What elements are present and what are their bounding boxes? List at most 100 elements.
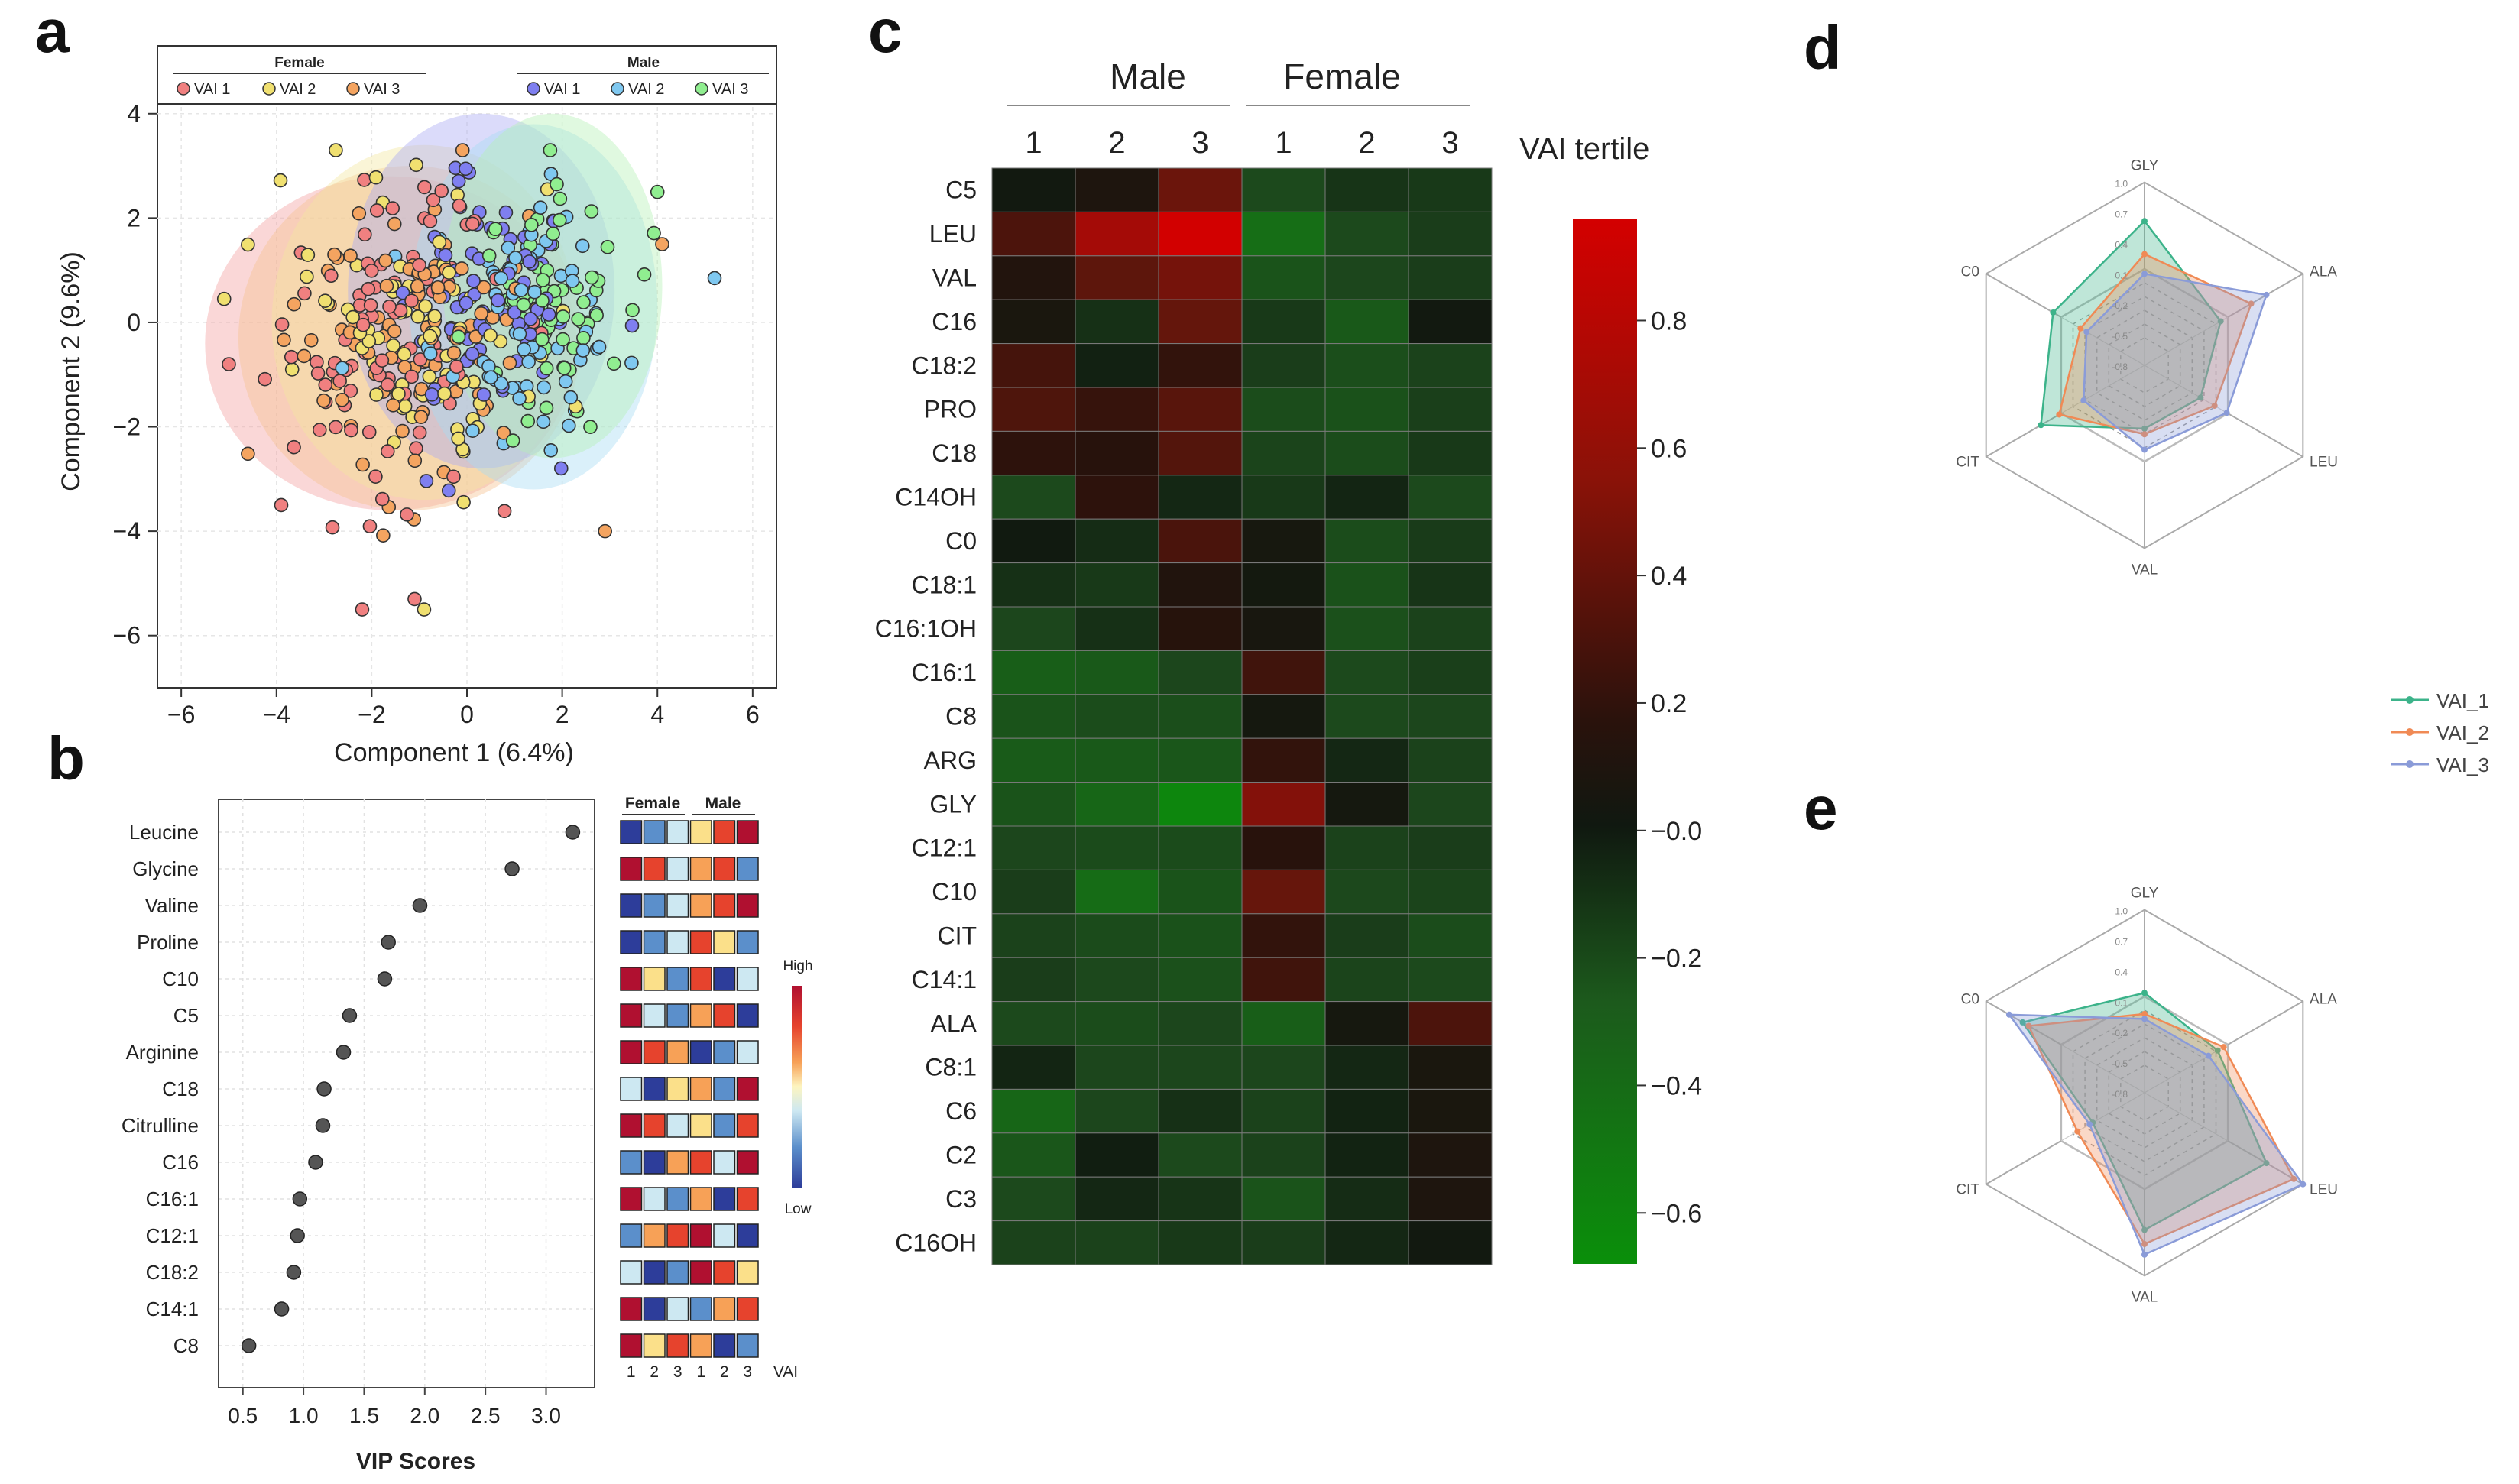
e-radar-outer-frame	[1985, 909, 2304, 1277]
b-heat-cell-1-6	[736, 820, 759, 844]
panel-b-x-ticks: 0.5 1.0 1.5 2.0 2.5 3.0	[228, 1388, 561, 1427]
sample-point-70	[361, 425, 377, 439]
sample-point-416	[391, 387, 406, 401]
legend-vai-1-label: VAI_1	[2436, 689, 2489, 712]
panel-a-legend-items: VAI 1 VAI 2 VAI 3 VAI 1 VAI 2 VAI 3	[177, 81, 748, 98]
b-heat-cell-8-5	[713, 1077, 736, 1101]
c-cell-C0-2	[1075, 518, 1159, 564]
b-heat-cell-15-4	[689, 1333, 712, 1358]
c-cell-C16-2	[1075, 299, 1159, 345]
c-cell-C16OH-3	[1158, 1220, 1243, 1265]
c-cell-CIT-6	[1408, 913, 1493, 958]
b-heat-cell-13-3	[666, 1260, 689, 1285]
a-xtick-label-2: −2	[358, 701, 385, 728]
sample-point-438	[378, 253, 393, 268]
d-radar-axis-label-LEU: LEU	[2310, 455, 2338, 471]
sample-point-486	[556, 361, 572, 376]
sample-point-431	[404, 369, 419, 384]
c-cell-C12:1-4	[1241, 825, 1326, 870]
c-cell-C16:1-4	[1241, 650, 1326, 695]
sample-point-143	[558, 374, 573, 389]
c-row-label-16: C12:1	[912, 834, 977, 862]
sample-point-455	[562, 418, 576, 433]
vip-dot-15	[241, 1338, 257, 1353]
c-cell-C8:1-5	[1324, 1045, 1409, 1090]
vip-feature-label-5: C10	[162, 967, 199, 990]
e-radar-point-VAI_2-VAL	[2141, 1240, 2148, 1247]
d-radar-point-VAI_2-CIT	[2056, 411, 2063, 418]
b-heat-cell-6-2	[643, 1003, 666, 1028]
b-col-label-4: 1	[696, 1363, 705, 1381]
vip-dot-8	[316, 1081, 332, 1097]
a-ytick-label-5: 4	[127, 100, 141, 128]
outlier-point-4	[355, 602, 370, 617]
b-heat-cell-13-2	[643, 1260, 666, 1285]
c-cell-C14:1-1	[991, 957, 1076, 1003]
sample-point-481	[524, 217, 539, 232]
e-radar-point-VAI_3-VAL	[2141, 1251, 2148, 1258]
b-heat-cell-9-3	[666, 1113, 689, 1138]
sample-point-488	[410, 279, 425, 294]
e-radar-point-VAI_2-C0	[2025, 1022, 2032, 1029]
sample-point-320	[387, 216, 402, 232]
b-heat-cell-3-1	[620, 893, 643, 918]
c-cell-C16OH-2	[1075, 1220, 1159, 1265]
sample-point-432	[430, 280, 446, 295]
b-heat-cell-14-6	[736, 1297, 759, 1321]
c-cell-C16-1	[991, 299, 1076, 345]
b-col-label-5: 2	[720, 1363, 729, 1381]
sample-point-312	[386, 398, 400, 413]
e-radar-point-VAI_3-ALA	[2205, 1052, 2212, 1059]
b-heat-cell-15-2	[643, 1333, 666, 1358]
sample-point-329	[465, 423, 480, 438]
c-cell-C0-3	[1158, 518, 1243, 564]
b-col-label-1: 1	[627, 1363, 636, 1381]
c-cell-VAL-4	[1241, 255, 1326, 300]
c-row-label-22: C6	[945, 1097, 977, 1125]
b-heat-cell-3-5	[713, 893, 736, 918]
sample-point-264	[496, 426, 511, 440]
sample-point-493	[355, 317, 371, 332]
panel-letter-e: e	[1804, 774, 1838, 842]
c-cell-C18:1-2	[1075, 562, 1159, 608]
c-cb-label-3: 0.2	[1651, 689, 1687, 718]
c-row-label-12: C16:1	[912, 659, 977, 686]
c-col-label-3: 3	[1191, 126, 1208, 160]
c-cell-C16OH-6	[1408, 1220, 1493, 1265]
b-col-label-3: 3	[673, 1363, 682, 1381]
b-xtick-label-1: 1.0	[289, 1404, 319, 1427]
c-cell-C16:1OH-6	[1408, 606, 1493, 651]
sample-point-482	[380, 444, 395, 458]
panel-c-colorbar	[1573, 219, 1637, 1264]
c-row-label-4: C16	[932, 308, 977, 335]
outlier-point-3	[274, 497, 289, 513]
sample-point-390	[352, 206, 367, 221]
sample-point-342	[332, 374, 347, 388]
e-radar-ring-label-2: -0.2	[2112, 1028, 2128, 1038]
sample-point-176	[441, 483, 456, 498]
panel-b-mini-heatmap	[620, 820, 759, 1358]
sample-point-88	[368, 170, 384, 185]
e-radar-outer-spoke-1	[2227, 1000, 2303, 1045]
panel-c-colorbar-ticks: 0.8 0.6 0.4 0.2 −0.0 −0.2 −0.4 −0.6	[1637, 306, 1702, 1228]
c-cell-C5-1	[991, 167, 1076, 212]
b-heat-cell-10-6	[736, 1150, 759, 1175]
radar-legend: VAI_1 VAI_2 VAI_3	[2391, 689, 2489, 776]
sample-point-484	[546, 226, 560, 241]
c-cell-GLY-4	[1241, 782, 1326, 827]
vip-dot-7	[336, 1045, 352, 1060]
e-radar-spoke-5	[2060, 1044, 2145, 1094]
c-cell-ALA-3	[1158, 1001, 1243, 1046]
sample-point-315	[449, 359, 464, 374]
b-heat-cell-13-4	[689, 1260, 712, 1285]
outlier-point-10	[598, 523, 612, 539]
d-radar-ring-label-4: 0.4	[2115, 239, 2128, 250]
c-cell-ALA-6	[1408, 1001, 1493, 1046]
sample-point-112	[637, 267, 652, 282]
c-cell-CIT-1	[991, 913, 1076, 958]
c-cell-C0-4	[1241, 518, 1326, 564]
c-row-label-15: GLY	[929, 790, 977, 818]
c-cell-C18:2-3	[1158, 343, 1243, 388]
c-cell-ARG-4	[1241, 737, 1326, 783]
sample-point-413	[592, 339, 607, 355]
